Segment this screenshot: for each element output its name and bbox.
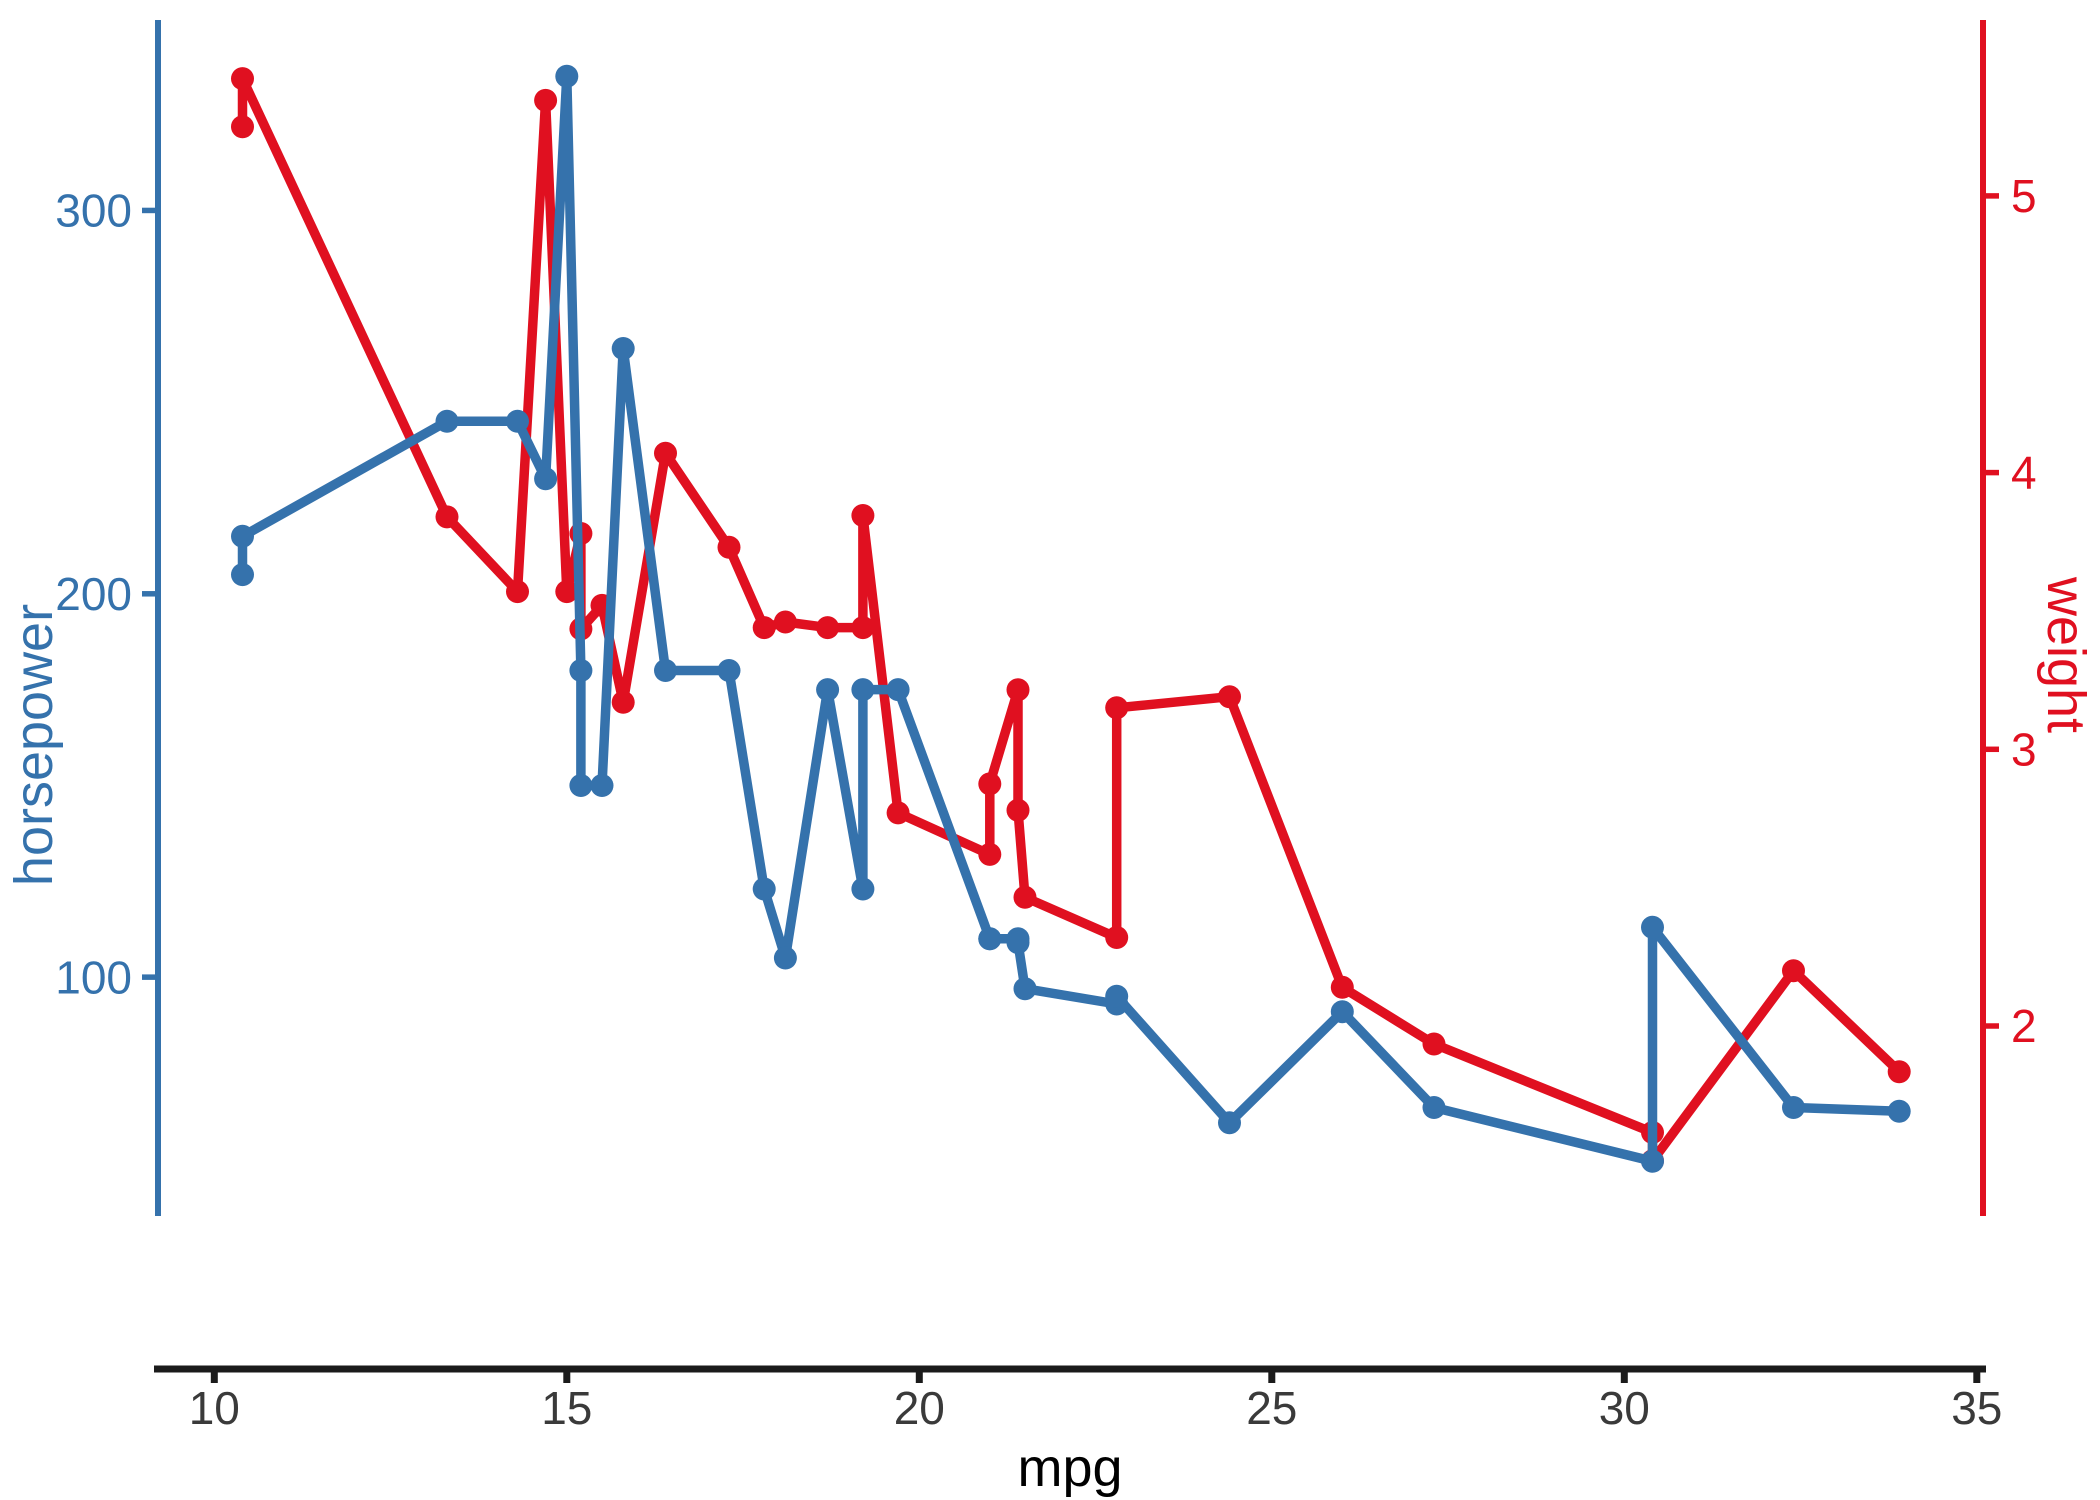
horsepower-data-point [231,563,254,587]
x-axis-tick-label: 35 [1951,1382,2002,1434]
weight-data-point [886,801,910,825]
right-axis-tick-label: 2 [2011,1000,2037,1052]
horsepower-data-point [654,659,677,682]
weight-data-point [435,505,459,529]
left-axis-title: horsepower [4,604,64,886]
horsepower-data-point [978,927,1002,951]
horsepower-data-point [851,678,875,702]
weight-data-point [231,115,254,139]
weight-data-point [816,616,840,640]
horsepower-series-point-layer [231,64,1911,1173]
horsepower-data-point [569,659,593,682]
horsepower-data-point [435,409,459,433]
weight-data-point [534,88,558,112]
horsepower-line [237,71,1900,1166]
weight-data-point [752,616,776,640]
weight-data-point [978,842,1002,866]
weight-data-point [851,616,875,640]
horsepower-data-point [569,774,593,797]
horsepower-data-point [816,678,840,702]
weight-data-point [1422,1032,1446,1056]
horsepower-data-point [1422,1096,1446,1119]
weight-data-point [1782,959,1805,983]
weight-data-point [1006,678,1030,702]
x-axis-tick-label: 10 [189,1382,240,1434]
x-axis-tick-label: 25 [1246,1382,1297,1434]
weight-data-point [717,535,741,559]
weight-data-point [1105,926,1129,949]
horsepower-data-point [1013,977,1037,1001]
horsepower-data-point [1330,1000,1354,1024]
horsepower-data-point [1782,1096,1805,1119]
weight-data-point [1013,885,1037,909]
horsepower-data-point [1218,1111,1241,1135]
horsepower-data-point [506,409,529,433]
horsepower-data-point [851,877,875,901]
horsepower-data-point [555,64,579,88]
x-axis-tick-label: 20 [894,1382,945,1434]
horsepower-data-point [534,467,558,491]
x-axis-tick-label: 15 [541,1382,592,1434]
left-axis: 100 200 300 [55,20,161,1216]
horsepower-data-point [773,946,797,970]
horsepower-data-point [1006,931,1030,955]
weight-data-point [851,504,875,527]
x-axis-tick-label: 30 [1599,1382,1650,1434]
weight-data-point [555,580,579,604]
left-axis-tick-label: 100 [55,951,132,1003]
left-axis-tick-label: 200 [55,568,132,620]
weight-data-point [1887,1060,1911,1084]
horsepower-data-point [1887,1099,1911,1123]
weight-data-point [506,580,529,604]
x-axis-title: mpg [1017,1438,1122,1498]
horsepower-series-line-layer [237,71,1900,1166]
horsepower-data-point [752,877,776,901]
x-axis: 10 15 20 25 30 35 [154,1365,2002,1434]
weight-data-point [1218,685,1241,709]
weight-series-point-layer [231,67,1911,1173]
horsepower-data-point [611,337,635,360]
weight-data-point [654,441,677,465]
horsepower-data-point [1641,1149,1664,1173]
horsepower-data-point [886,678,910,702]
horsepower-data-point [1105,984,1129,1008]
weight-data-point [773,610,797,634]
horsepower-data-point [590,774,614,797]
horsepower-data-point [717,659,741,682]
weight-data-point [978,772,1002,796]
weight-data-point [1006,798,1030,822]
weight-data-point [1105,696,1129,720]
right-axis: 2 3 4 5 [1980,20,2037,1216]
right-axis-tick-label: 5 [2011,170,2037,222]
right-axis-title: weight [2036,576,2096,733]
horsepower-data-point [1641,915,1664,939]
weight-data-point [1330,975,1354,999]
right-axis-tick-label: 4 [2011,447,2037,499]
right-axis-tick-label: 3 [2011,723,2037,775]
weight-data-point [611,690,635,714]
weight-data-point [231,67,254,91]
left-axis-tick-label: 300 [55,185,132,237]
horsepower-data-point [231,524,254,548]
